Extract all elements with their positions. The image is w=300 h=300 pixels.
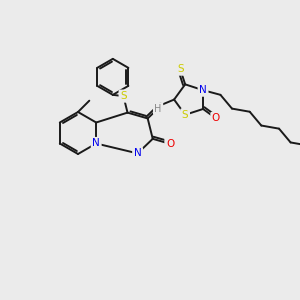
Text: S: S: [182, 110, 188, 120]
Text: S: S: [177, 64, 184, 74]
Text: S: S: [120, 91, 127, 101]
Text: O: O: [166, 139, 174, 149]
Text: N: N: [92, 139, 100, 148]
Text: N: N: [134, 148, 142, 158]
Text: N: N: [199, 85, 207, 95]
Text: O: O: [212, 113, 220, 123]
Text: H: H: [154, 103, 162, 114]
